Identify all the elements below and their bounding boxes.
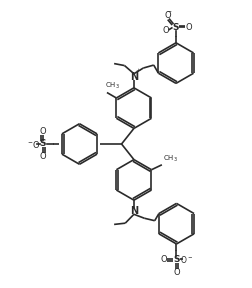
Text: S: S xyxy=(173,255,179,264)
Text: O: O xyxy=(163,11,170,20)
Text: CH$_3$: CH$_3$ xyxy=(163,153,178,164)
Text: $^-$: $^-$ xyxy=(165,7,172,17)
Text: O: O xyxy=(162,26,168,35)
Text: O: O xyxy=(40,127,46,136)
Text: O$^-$: O$^-$ xyxy=(180,254,193,265)
Text: S: S xyxy=(40,139,46,149)
Text: CH$_3$: CH$_3$ xyxy=(105,81,119,91)
Text: O: O xyxy=(185,23,192,32)
Text: $^{-}$O: $^{-}$O xyxy=(27,139,40,149)
Text: N: N xyxy=(129,206,137,216)
Text: $^+$: $^+$ xyxy=(133,68,141,77)
Text: O: O xyxy=(172,268,179,277)
Text: N: N xyxy=(129,72,137,82)
Text: S: S xyxy=(172,23,178,32)
Text: O: O xyxy=(160,255,166,264)
Text: O: O xyxy=(40,152,46,161)
